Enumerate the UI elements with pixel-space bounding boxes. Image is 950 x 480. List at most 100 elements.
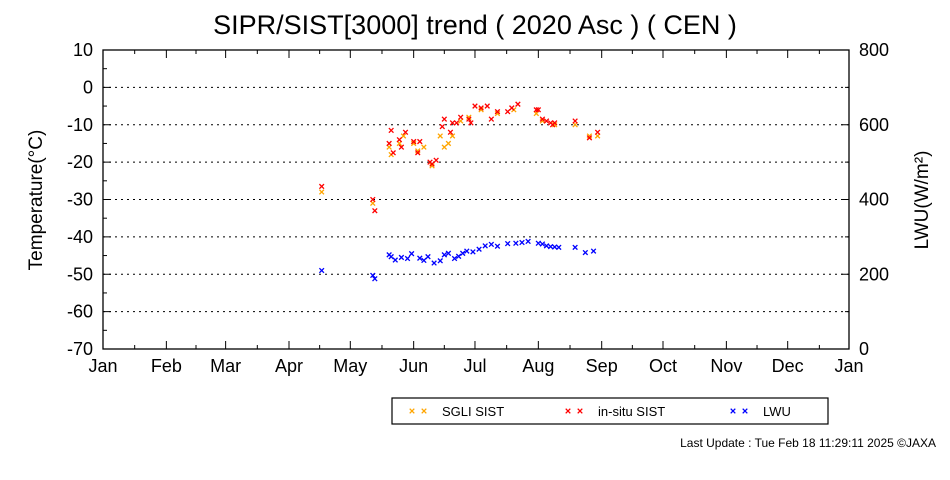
lwu-point bbox=[590, 248, 597, 254]
lwu-point bbox=[404, 255, 411, 262]
x-tick-label: Jul bbox=[463, 356, 486, 376]
y-tick-label-right: 600 bbox=[859, 115, 889, 135]
sgli-sist-point bbox=[400, 133, 407, 139]
y-tick-label-left: -30 bbox=[67, 190, 93, 210]
x-tick-label: Jun bbox=[399, 356, 428, 376]
lwu-point bbox=[494, 243, 501, 249]
in-situ-sist-point bbox=[488, 116, 495, 122]
sgli-sist-point bbox=[445, 140, 452, 147]
x-tick-label: Oct bbox=[649, 356, 677, 376]
sgli-sist-point bbox=[494, 110, 501, 117]
in-situ-sist-point bbox=[429, 161, 435, 167]
x-tick-label: Sep bbox=[586, 356, 618, 376]
lwu-point bbox=[417, 255, 423, 261]
lwu-point bbox=[482, 243, 488, 249]
in-situ-sist-point bbox=[504, 108, 511, 115]
lwu-point bbox=[421, 257, 427, 264]
y-tick-label-left: -20 bbox=[67, 152, 93, 172]
y-tick-label-left: -50 bbox=[67, 264, 93, 284]
in-situ-sist-point bbox=[318, 183, 325, 190]
lwu-point bbox=[392, 257, 399, 263]
data-points bbox=[318, 101, 601, 282]
in-situ-sist-point bbox=[441, 116, 448, 122]
y-tick-label-right: 400 bbox=[859, 190, 889, 210]
lwu-point bbox=[488, 241, 495, 248]
in-situ-sist-point bbox=[370, 196, 376, 203]
legend-marker bbox=[421, 408, 427, 414]
sgli-sist-point bbox=[410, 140, 417, 147]
legend-label: in-situ SIST bbox=[598, 404, 665, 419]
sgli-sist-point bbox=[586, 133, 593, 139]
sgli-sist-point bbox=[421, 144, 427, 150]
sgli-sist-point bbox=[414, 148, 421, 154]
in-situ-sist-point bbox=[433, 157, 439, 164]
in-situ-sist-point bbox=[457, 114, 464, 121]
y-axis-label-left: Temperature(°C) bbox=[26, 130, 47, 271]
y-tick-label-left: -10 bbox=[67, 115, 93, 135]
x-tick-label: Apr bbox=[275, 356, 303, 376]
x-tick-label: Mar bbox=[210, 356, 241, 376]
in-situ-sist-point bbox=[494, 108, 501, 115]
lwu-point bbox=[525, 238, 531, 245]
lwu-point bbox=[513, 240, 519, 246]
x-tick-label: Feb bbox=[151, 356, 182, 376]
in-situ-sist-point bbox=[572, 118, 578, 124]
y-tick-labels-right: 800 600 400 200 0 bbox=[859, 40, 889, 359]
in-situ-sist-point bbox=[509, 105, 515, 111]
x-tick-label: Jan bbox=[88, 356, 117, 376]
lwu-point bbox=[372, 275, 378, 282]
y-tick-label-left: 10 bbox=[73, 40, 93, 60]
lwu-point bbox=[582, 249, 589, 256]
lwu-point bbox=[459, 250, 466, 257]
y-tick-label-right: 0 bbox=[859, 339, 869, 359]
lwu-point bbox=[519, 239, 525, 246]
x-tick-label: May bbox=[333, 356, 367, 376]
last-update-text: Last Update : Tue Feb 18 11:29:11 2025 ©… bbox=[680, 436, 936, 450]
in-situ-sist-point bbox=[388, 127, 394, 134]
in-situ-sist-point bbox=[594, 129, 601, 135]
in-situ-sist-point bbox=[398, 144, 405, 150]
in-situ-sist-point bbox=[386, 140, 392, 147]
y-tick-labels-left: 10 0 -10 -20 -30 -40 -50 -60 -70 bbox=[67, 40, 93, 359]
lwu-point bbox=[441, 252, 448, 258]
lwu-point bbox=[504, 240, 511, 247]
lwu-point bbox=[398, 254, 405, 261]
in-situ-sist-point bbox=[417, 138, 423, 145]
y-tick-label-right: 800 bbox=[859, 40, 889, 60]
in-situ-sist-point bbox=[372, 207, 378, 214]
in-situ-sist-point bbox=[515, 101, 521, 107]
in-situ-sist-point bbox=[586, 135, 593, 141]
in-situ-sist-point bbox=[447, 129, 454, 135]
lwu-point bbox=[476, 246, 482, 252]
sgli-sist-point bbox=[539, 118, 546, 124]
legend-label: LWU bbox=[763, 404, 791, 419]
chart-title: SIPR/SIST[3000] trend ( 2020 Asc ) ( CEN… bbox=[213, 10, 737, 40]
in-situ-sist-point bbox=[478, 105, 484, 111]
in-situ-sist-point bbox=[472, 103, 478, 109]
legend-marker bbox=[409, 408, 415, 414]
lwu-point bbox=[425, 253, 431, 260]
lwu-point bbox=[370, 272, 376, 279]
in-situ-sist-point bbox=[539, 116, 546, 122]
sgli-sist-point bbox=[466, 114, 472, 121]
lwu-point bbox=[535, 240, 542, 246]
y-tick-label-left: 0 bbox=[83, 77, 93, 97]
legend-label: SGLI SIST bbox=[442, 404, 504, 419]
x-tick-label: Aug bbox=[522, 356, 554, 376]
lwu-point bbox=[539, 241, 546, 247]
in-situ-sist-point bbox=[543, 118, 550, 124]
grid-lines bbox=[103, 86, 849, 313]
lwu-point bbox=[431, 260, 437, 266]
lwu-point bbox=[437, 258, 443, 264]
lwu-point bbox=[464, 248, 470, 254]
in-situ-sist-point bbox=[402, 129, 409, 135]
legend-marker bbox=[565, 408, 571, 414]
lwu-point bbox=[470, 249, 476, 255]
in-situ-sist-point bbox=[484, 103, 491, 109]
in-situ-sist-point bbox=[396, 136, 403, 143]
in-situ-sist-point bbox=[453, 120, 460, 126]
sgli-sist-point bbox=[429, 163, 435, 169]
y-tick-label-left: -60 bbox=[67, 302, 93, 322]
y-tick-label-right: 200 bbox=[859, 264, 889, 284]
